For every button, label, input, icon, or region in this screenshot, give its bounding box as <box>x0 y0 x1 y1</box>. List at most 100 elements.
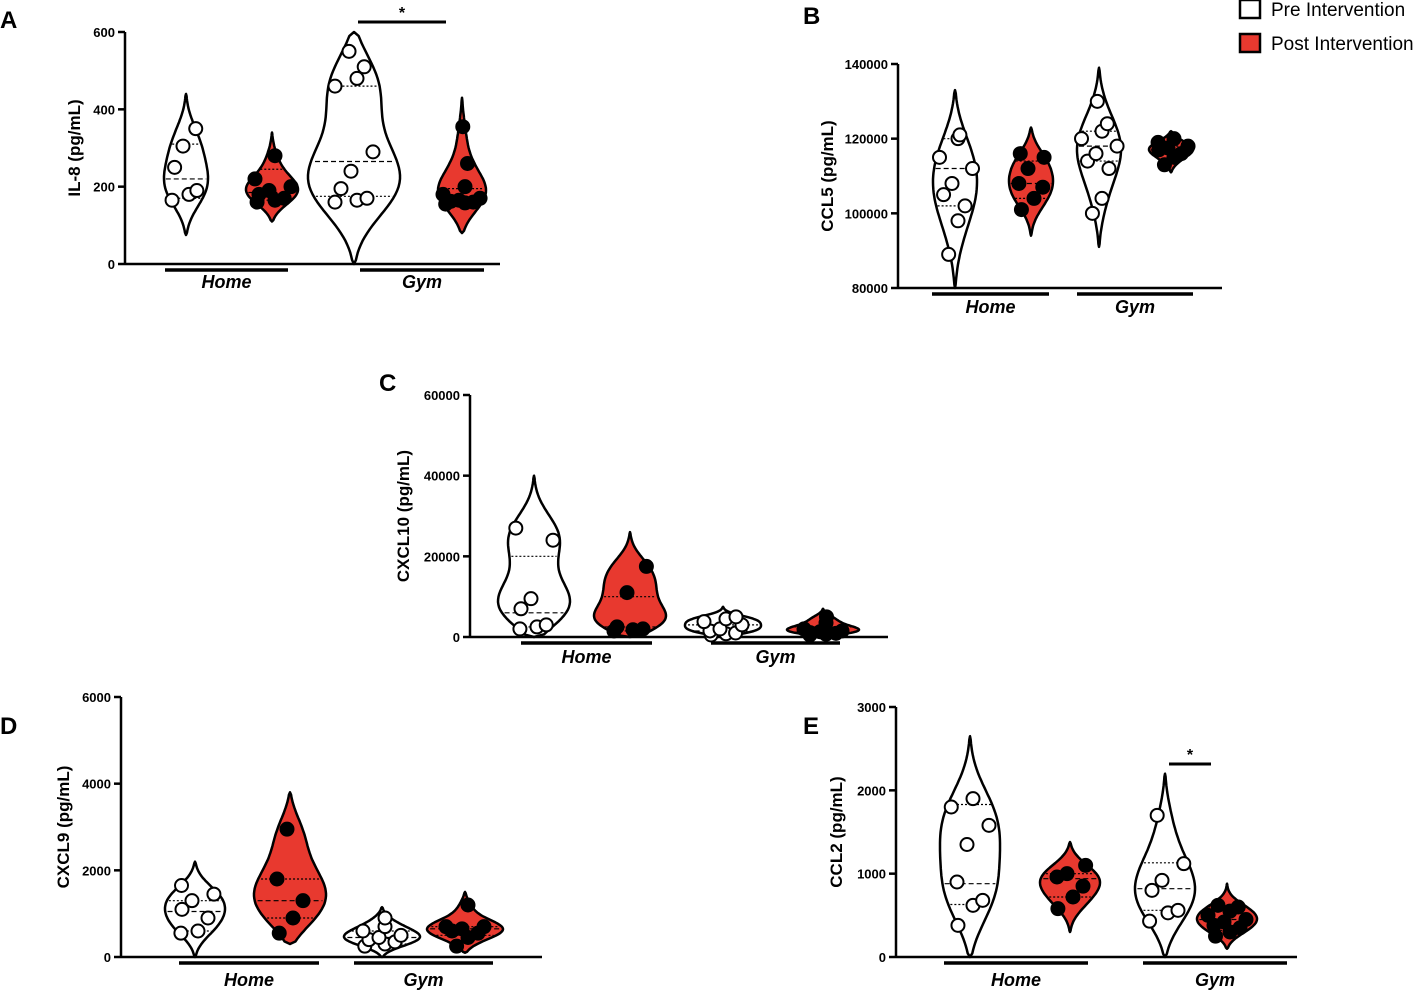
data-point <box>438 919 454 935</box>
data-point <box>460 897 476 913</box>
data-point <box>1084 205 1100 221</box>
y-tick-label: 400 <box>93 102 115 117</box>
y-tick-label: 0 <box>104 950 111 965</box>
data-point <box>941 246 957 262</box>
data-point <box>1176 856 1192 872</box>
data-point <box>189 183 205 199</box>
violin-home-pre <box>496 474 572 639</box>
data-point <box>932 149 948 165</box>
group-label: Gym <box>403 970 443 990</box>
violin-home-pre <box>938 734 1002 959</box>
violin-home-pre <box>162 92 210 237</box>
data-point <box>1238 912 1254 927</box>
data-point <box>619 585 635 601</box>
data-point <box>327 194 343 210</box>
y-tick-label: 80000 <box>852 281 888 296</box>
data-point <box>173 925 189 941</box>
data-point <box>349 70 365 86</box>
violin-shape <box>592 530 668 639</box>
data-point <box>184 893 200 909</box>
data-point <box>271 925 287 941</box>
y-tick-label: 2000 <box>857 783 886 798</box>
data-point <box>512 621 528 637</box>
data-point <box>269 871 285 887</box>
data-point <box>1035 179 1051 195</box>
data-point <box>451 192 467 208</box>
data-point <box>545 532 561 548</box>
y-tick-label: 600 <box>93 25 115 40</box>
y-tick-label: 3000 <box>857 700 886 715</box>
violin-gym-pre <box>342 905 422 959</box>
y-tick-label: 200 <box>93 180 115 195</box>
data-point <box>1020 161 1036 177</box>
data-point <box>1142 913 1158 929</box>
y-axis-label: CCL5 (pg/mL) <box>818 120 837 231</box>
data-point <box>950 917 966 933</box>
data-point <box>1075 878 1091 894</box>
y-axis-label: CXCL10 (pg/mL) <box>394 450 413 582</box>
data-point <box>460 155 476 171</box>
data-point <box>957 198 973 214</box>
data-point <box>523 591 539 607</box>
data-point <box>818 609 834 625</box>
data-point <box>1099 116 1115 132</box>
data-point <box>1154 872 1170 888</box>
group-label: Home <box>965 297 1015 317</box>
data-point <box>1210 897 1226 913</box>
data-point <box>200 910 216 926</box>
violin-home-post <box>1007 126 1055 237</box>
panel-d: D 0 2000 4000 6000 CXCL9 (pg/mL) Home Gym <box>0 690 542 990</box>
panel-e: E 0 1000 2000 3000 CCL2 (pg/mL) Home Gym * <box>803 700 1297 990</box>
data-point <box>343 163 359 179</box>
data-point <box>377 910 393 926</box>
violin-gym-post <box>435 96 488 235</box>
violin-gym-post <box>1195 882 1259 950</box>
data-point <box>943 799 959 815</box>
data-point <box>538 617 554 633</box>
data-point <box>267 148 283 164</box>
data-point <box>981 817 997 833</box>
data-point <box>1180 138 1196 154</box>
data-point <box>190 923 206 939</box>
data-point <box>1050 901 1066 917</box>
data-point <box>393 927 409 943</box>
y-tick-label: 0 <box>879 950 886 965</box>
y-tick-label: 2000 <box>82 863 111 878</box>
data-point <box>188 121 204 137</box>
y-axis-label: IL-8 (pg/mL) <box>65 99 84 196</box>
panel-c: C 0 20000 40000 60000 CXCL10 (pg/mL) Home Gym <box>379 370 888 667</box>
data-point <box>696 614 712 630</box>
data-point <box>356 59 372 75</box>
legend-swatch-post <box>1238 32 1262 54</box>
panels: A 0 200 400 600 IL-8 (pg/mL) Home Gym * B 80000 100… <box>0 3 1297 990</box>
data-point <box>1089 93 1105 109</box>
data-point <box>1011 175 1027 191</box>
data-point <box>1230 899 1246 915</box>
violin-home-pre <box>931 88 981 290</box>
y-tick-label: 20000 <box>424 549 460 564</box>
violin-gym-pre <box>683 605 763 643</box>
violin-gym-pre <box>1074 66 1125 249</box>
data-point <box>206 886 222 902</box>
y-tick-label: 140000 <box>845 57 888 72</box>
panel-a: A 0 200 400 600 IL-8 (pg/mL) Home Gym * <box>0 5 500 292</box>
data-point <box>1094 190 1110 206</box>
data-point <box>638 558 654 574</box>
data-point <box>174 878 190 893</box>
violin-shape <box>163 860 227 959</box>
data-point <box>454 921 470 937</box>
legend-label-pre: Pre Intervention <box>1271 0 1405 21</box>
data-point <box>1109 138 1125 154</box>
violin-home-post <box>252 791 328 946</box>
data-point <box>455 119 471 135</box>
data-point <box>175 138 191 154</box>
data-point <box>1200 907 1216 923</box>
data-point <box>975 892 991 908</box>
data-point <box>435 186 451 202</box>
violin-home-post <box>1038 840 1102 934</box>
data-point <box>476 919 492 935</box>
data-point <box>936 187 952 203</box>
data-point <box>1074 131 1090 147</box>
y-axis-label: CCL2 (pg/mL) <box>827 776 846 887</box>
data-point <box>174 901 190 917</box>
